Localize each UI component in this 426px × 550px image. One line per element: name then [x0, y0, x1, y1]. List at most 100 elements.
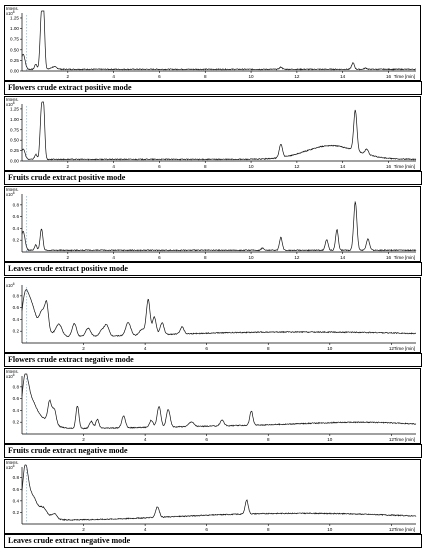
- x-tick-label: 2: [67, 255, 70, 260]
- y-tick-label: 0.8: [13, 475, 20, 480]
- panel-frame: [4, 5, 421, 81]
- y-scale-label: x108: [6, 191, 15, 197]
- x-axis-label: Time [min]: [394, 346, 415, 351]
- chromatogram-trace: [21, 373, 417, 430]
- x-tick-label: 6: [205, 346, 208, 351]
- chromatogram-5: Intens.x106 0.2 0.4 0.6 0.8 2 4 6 8 10 12 Time [min…: [4, 368, 421, 444]
- x-tick-label: 8: [204, 164, 207, 169]
- chart-caption-5: Fruits crude extract negative mode: [4, 444, 422, 458]
- y-scale-label: x106: [6, 373, 15, 379]
- y-tick-label: 0.4: [13, 498, 20, 503]
- y-tick-label: 0.25: [10, 148, 19, 153]
- panel-frame: [4, 96, 421, 171]
- chart-panel-6: Intens. x106 0.2 0.4 0.6 0.8 2 4 6 8 10 12 Time [min…: [4, 459, 421, 534]
- y-tick-label: 0.2: [13, 510, 20, 515]
- x-tick-label: 2: [67, 164, 70, 169]
- x-tick-label: 8: [267, 346, 270, 351]
- chromatogram-3: Intens.x108 0.2 0.4 0.6 0.8 2 4 6 8 10 12 14 16 Time …: [4, 186, 421, 262]
- chart-caption-2: Fruits crude extract positive mode: [4, 171, 422, 185]
- chromatogram-trace: [21, 200, 417, 252]
- x-tick-label: 10: [249, 255, 255, 260]
- y-scale-label: x108: [6, 10, 15, 16]
- x-tick-label: 8: [267, 527, 270, 532]
- x-tick-label: 2: [67, 74, 70, 79]
- x-tick-label: 12: [389, 346, 395, 351]
- y-tick-label: 0.8: [13, 293, 20, 298]
- panel-frame: [4, 459, 421, 534]
- chromatogram-6: Intens.x106 0.2 0.4 0.6 0.8 2 4 6 8 10 12 Time [min…: [4, 459, 421, 534]
- y-tick-label: 0.2: [13, 420, 20, 425]
- x-tick-label: 12: [294, 255, 300, 260]
- y-tick-label: 0.4: [13, 226, 20, 231]
- x-tick-label: 2: [82, 437, 85, 442]
- y-tick-label: 0.00: [10, 159, 19, 164]
- y-tick-label: 0.25: [10, 58, 19, 63]
- y-tick-label: 0.6: [13, 396, 20, 401]
- x-tick-label: 16: [386, 74, 392, 79]
- x-tick-label: 6: [158, 164, 161, 169]
- y-tick-label: 0.50: [10, 138, 19, 143]
- chart-panel-4: x106 0.2 0.4 0.6 0.8 2 4 6 8 10 12 Time [min]: [4, 277, 421, 353]
- x-tick-label: 2: [82, 527, 85, 532]
- x-tick-label: 10: [249, 164, 255, 169]
- x-axis-label: Time [min]: [394, 164, 415, 169]
- y-scale-label: x108: [6, 101, 15, 107]
- x-tick-label: 10: [249, 74, 255, 79]
- y-tick-label: 0.2: [13, 238, 20, 243]
- y-axis-label: Intens.: [6, 460, 19, 465]
- x-tick-label: 2: [82, 346, 85, 351]
- chromatogram-trace: [21, 289, 417, 338]
- y-tick-label: 0.8: [13, 202, 20, 207]
- x-tick-label: 6: [205, 437, 208, 442]
- x-tick-label: 4: [144, 437, 147, 442]
- chromatogram-trace: [21, 10, 417, 71]
- chromatogram-4: x106 0.2 0.4 0.6 0.8 2 4 6 8 10 12 Time [min]: [4, 277, 421, 353]
- x-tick-label: 12: [294, 74, 300, 79]
- y-tick-label: 0.2: [13, 329, 20, 334]
- x-tick-label: 4: [112, 164, 115, 169]
- chart-caption-1: Flowers crude extract positive mode: [4, 81, 422, 95]
- x-axis-label: Time [min]: [394, 74, 415, 79]
- x-tick-label: 14: [340, 74, 346, 79]
- y-tick-label: 1.00: [10, 117, 19, 122]
- x-tick-label: 10: [327, 527, 333, 532]
- y-tick-label: 0.8: [13, 384, 20, 389]
- y-tick-label: 0.75: [10, 37, 19, 42]
- y-axis-label: Intens.: [6, 187, 19, 192]
- chart-panel-2: Intens. x108 0.00 0.25 0.50 0.75 1.00 1.25 2 4 6 8 1…: [4, 96, 421, 171]
- x-tick-label: 16: [386, 255, 392, 260]
- panel-frame: [4, 368, 421, 444]
- x-tick-label: 12: [389, 527, 395, 532]
- x-axis-label: Time [min]: [394, 527, 415, 532]
- x-tick-label: 8: [204, 74, 207, 79]
- y-tick-label: 0.4: [13, 408, 20, 413]
- chart-caption-4: Flowers crude extract negative mode: [4, 353, 422, 367]
- chart-panel-1: Intens. x108 0.00 0.25 0.50 0.75 1.00 1.25 2 4 6 8 1…: [4, 5, 421, 81]
- y-tick-label: 1.00: [10, 26, 19, 31]
- y-axis-label: Intens.: [6, 369, 19, 374]
- x-axis-label: Time [min]: [394, 255, 415, 260]
- y-axis-label: Intens.: [6, 6, 19, 11]
- chromatogram-2: Intens.x108 0.00 0.25 0.50 0.75 1.00 1.25 2 4 6 8 1…: [4, 96, 421, 171]
- chart-panel-3: Intens. x108 0.2 0.4 0.6 0.8 2 4 6 8 10 12 14 16 Time …: [4, 186, 421, 262]
- panel-frame: [4, 186, 421, 262]
- chart-caption-6: Leaves crude extract negative mode: [4, 534, 422, 548]
- y-scale-label: x106: [6, 464, 15, 470]
- x-tick-label: 4: [112, 74, 115, 79]
- x-tick-label: 14: [340, 255, 346, 260]
- x-tick-label: 6: [205, 527, 208, 532]
- x-tick-label: 12: [294, 164, 300, 169]
- chromatogram-trace: [21, 101, 417, 161]
- y-scale-label: x106: [6, 282, 15, 288]
- panel-frame: [4, 277, 421, 353]
- y-tick-label: 1.25: [10, 15, 19, 20]
- x-tick-label: 14: [340, 164, 346, 169]
- y-axis-label: Intens.: [6, 97, 19, 102]
- x-tick-label: 8: [267, 437, 270, 442]
- x-tick-label: 8: [204, 255, 207, 260]
- x-tick-label: 4: [144, 527, 147, 532]
- x-tick-label: 16: [386, 164, 392, 169]
- y-tick-label: 0.75: [10, 127, 19, 132]
- y-tick-label: 0.00: [10, 69, 19, 74]
- x-tick-label: 6: [158, 255, 161, 260]
